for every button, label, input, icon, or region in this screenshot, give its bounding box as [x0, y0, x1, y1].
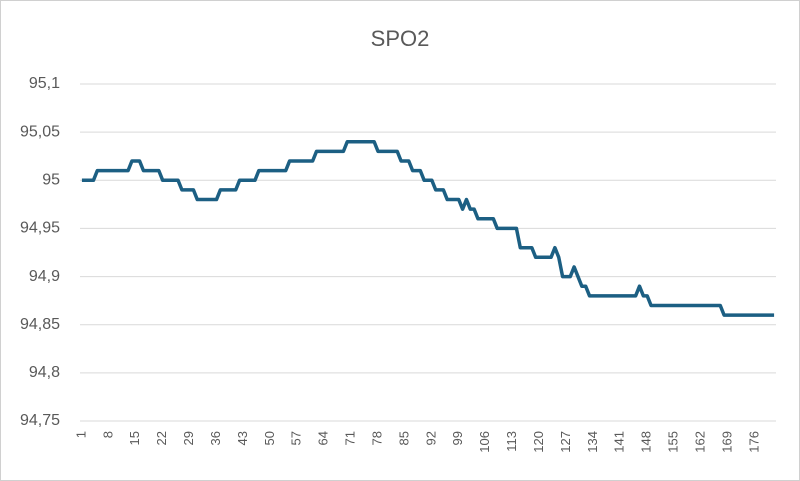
x-tick-label: 99: [450, 431, 465, 445]
x-tick-label: 50: [262, 431, 277, 445]
x-tick-label: 92: [423, 431, 438, 445]
y-tick-label: 94,8: [29, 364, 60, 381]
x-tick-label: 113: [504, 431, 519, 452]
x-tick-label: 148: [639, 431, 654, 453]
x-tick-label: 8: [100, 431, 115, 438]
x-tick-label: 134: [585, 431, 600, 453]
x-tick-label: 78: [369, 431, 384, 445]
x-tick-label: 15: [127, 431, 142, 445]
x-tick-label: 71: [343, 431, 358, 445]
x-tick-label: 141: [612, 431, 627, 453]
x-tick-label: 29: [181, 431, 196, 445]
y-tick-label: 95: [42, 172, 60, 189]
x-tick-label: 176: [746, 431, 761, 453]
y-tick-label: 94,85: [20, 316, 60, 333]
x-tick-label: 22: [154, 431, 169, 445]
x-tick-label: 127: [558, 431, 573, 453]
x-tick-label: 57: [289, 431, 304, 445]
x-tick-label: 162: [692, 431, 707, 453]
y-tick-label: 94,95: [20, 220, 60, 237]
data-line: [81, 140, 775, 317]
y-tick-label: 95,1: [29, 75, 60, 92]
x-tick-label: 169: [719, 431, 734, 453]
x-tick-label: 120: [531, 431, 546, 453]
x-tick-label: 106: [477, 431, 492, 453]
x-tick-label: 155: [666, 431, 681, 453]
y-tick-label: 95,05: [20, 123, 60, 140]
y-tick-label: 94,75: [20, 412, 60, 429]
x-tick-label: 85: [396, 431, 411, 445]
x-tick-label: 36: [208, 431, 223, 445]
x-tick-label: 1: [73, 431, 88, 438]
x-tick-label: 43: [235, 431, 250, 445]
y-tick-label: 94,9: [29, 268, 60, 285]
chart-title: SPO2: [371, 26, 430, 51]
x-tick-label: 64: [316, 431, 331, 445]
